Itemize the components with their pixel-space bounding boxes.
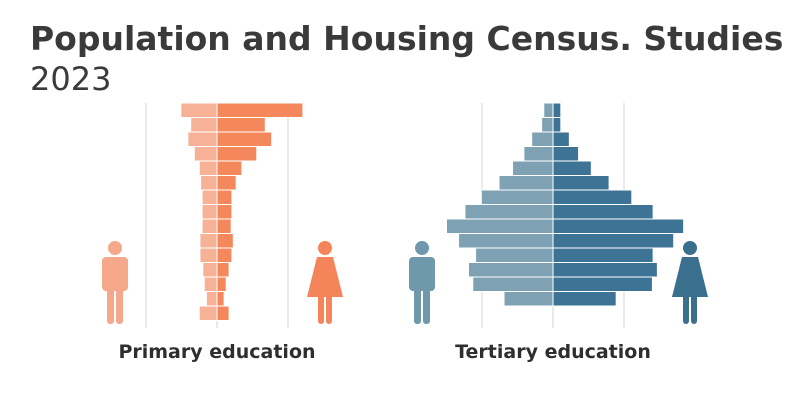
male-bar — [503, 291, 554, 307]
male-bar — [468, 262, 554, 278]
female-bar — [552, 291, 617, 307]
female-bar — [552, 146, 580, 162]
male-bar — [458, 233, 554, 249]
male-bar — [512, 160, 554, 176]
male-bar — [199, 233, 218, 249]
male-bar — [541, 117, 554, 133]
female-bar — [552, 131, 570, 147]
icon-leg — [691, 292, 697, 324]
icon-head — [683, 241, 697, 255]
icon-body — [409, 257, 435, 291]
icon-leg — [414, 285, 421, 324]
male-bar — [472, 276, 554, 292]
male-bar — [201, 204, 218, 220]
icon-body — [307, 257, 343, 297]
icon-body — [672, 257, 708, 297]
chart-label: Primary education — [118, 341, 315, 363]
male-bar — [198, 160, 218, 176]
icon-leg — [326, 292, 332, 324]
male-bar — [543, 102, 554, 118]
female-bar — [552, 117, 562, 133]
female-bar — [552, 233, 675, 249]
male-bar — [523, 146, 554, 162]
male-bar — [446, 218, 554, 234]
female-bar — [216, 189, 233, 205]
male-bar — [187, 131, 218, 147]
male-icon — [409, 241, 435, 324]
page-title: Population and Housing Census. Studies — [30, 19, 783, 58]
male-bar — [203, 276, 218, 292]
icon-head — [318, 241, 332, 255]
female-bar — [216, 131, 273, 147]
icon-leg — [116, 285, 123, 324]
male-bar — [201, 189, 218, 205]
male-bar — [475, 247, 554, 263]
female-bar — [552, 189, 633, 205]
female-bar — [216, 117, 266, 133]
male-bar — [464, 204, 554, 220]
male-bar — [531, 131, 554, 147]
female-bar — [552, 218, 685, 234]
icon-leg — [107, 285, 114, 324]
male-bar — [201, 218, 218, 234]
female-bar — [552, 276, 653, 292]
female-bar — [552, 247, 654, 263]
male-bar — [198, 305, 218, 321]
icon-leg — [683, 292, 689, 324]
female-bar — [216, 160, 243, 176]
male-bar — [180, 102, 218, 118]
female-bar — [552, 175, 610, 191]
icon-head — [108, 241, 122, 255]
male-bar — [202, 262, 218, 278]
icon-leg — [318, 292, 324, 324]
female-bar — [216, 218, 232, 234]
female-icon — [307, 241, 343, 324]
female-bar — [216, 204, 233, 220]
male-bar — [190, 117, 218, 133]
male-bar — [480, 189, 554, 205]
female-bar — [216, 276, 227, 292]
female-bar — [216, 305, 230, 321]
male-bar — [199, 247, 218, 263]
male-icon — [102, 241, 128, 324]
female-bar — [216, 262, 230, 278]
female-bar — [552, 262, 658, 278]
chart-label: Tertiary education — [455, 341, 651, 363]
icon-head — [415, 241, 429, 255]
female-bar — [216, 247, 233, 263]
male-bar — [205, 291, 218, 307]
icon-leg — [423, 285, 430, 324]
female-bar — [552, 102, 562, 118]
female-bar — [216, 146, 258, 162]
female-bar — [552, 160, 592, 176]
female-bar — [552, 204, 654, 220]
male-bar — [200, 175, 218, 191]
male-bar — [498, 175, 554, 191]
female-icon — [672, 241, 708, 324]
female-bar — [216, 102, 304, 118]
page-subtitle: 2023 — [30, 60, 111, 98]
icon-body — [102, 257, 128, 291]
female-bar — [216, 233, 234, 249]
female-bar — [216, 291, 225, 307]
male-bar — [193, 146, 218, 162]
female-bar — [216, 175, 237, 191]
